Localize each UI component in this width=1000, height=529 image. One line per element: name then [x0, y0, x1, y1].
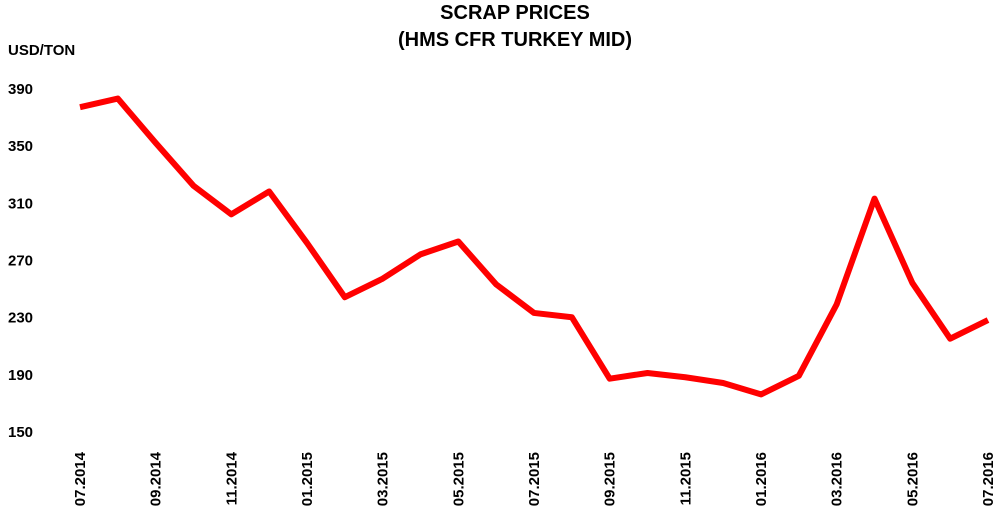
y-tick-label: 230 — [8, 310, 33, 327]
x-tick-label: 11.2014 — [223, 451, 240, 505]
y-tick-label: 310 — [8, 195, 33, 212]
x-tick-label: 01.2015 — [299, 452, 316, 506]
line — [79, 95, 990, 398]
x-tick-label: 09.2015 — [602, 452, 619, 506]
chart-subtitle: (HMS CFR TURKEY MID) — [398, 29, 632, 51]
chart-title: SCRAP PRICES — [440, 2, 590, 24]
x-tick-label: 07.2016 — [980, 452, 997, 506]
y-tick-label: 150 — [8, 424, 33, 441]
x-tick-label: 09.2014 — [148, 451, 165, 506]
x-tick-label: 11.2015 — [677, 452, 694, 505]
y-tick-label: 270 — [8, 252, 33, 269]
x-tick-label: 03.2016 — [829, 452, 846, 506]
x-tick-label: 05.2016 — [904, 452, 921, 506]
x-tick-label: 03.2015 — [375, 452, 392, 506]
x-tick-label: 05.2015 — [450, 452, 467, 506]
x-tick-label: 07.2015 — [526, 452, 543, 506]
y-tick-label: 190 — [8, 367, 33, 384]
y-tick-label: 390 — [8, 81, 33, 98]
x-tick-label: 07.2014 — [72, 451, 89, 506]
x-tick-label: 01.2016 — [753, 452, 770, 506]
y-axis-label: USD/TON — [8, 42, 75, 59]
y-tick-label: 350 — [8, 138, 33, 155]
